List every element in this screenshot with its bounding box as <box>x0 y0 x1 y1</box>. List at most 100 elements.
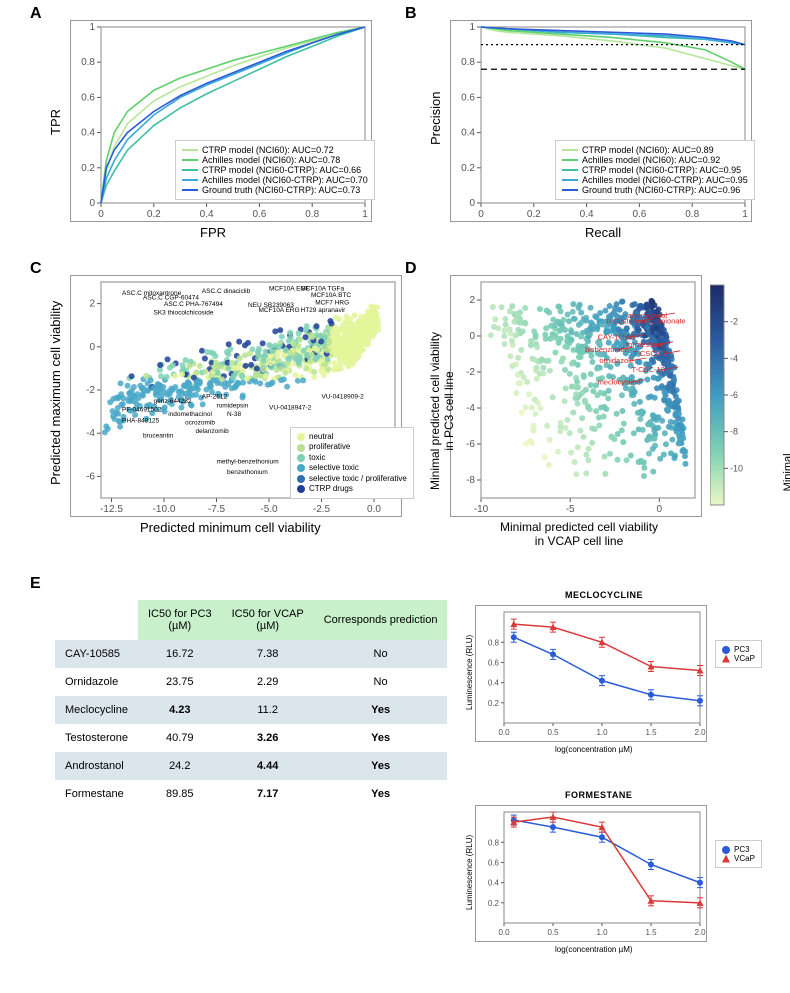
svg-text:0.4: 0.4 <box>200 209 214 220</box>
svg-text:0.6: 0.6 <box>252 209 266 220</box>
panel-b-label: B <box>405 5 417 23</box>
svg-text:2.0: 2.0 <box>694 928 706 937</box>
panel-d-cbar-label: Minimal predicted cell viabilityin non-p… <box>782 450 790 495</box>
svg-text:AP-2612: AP-2612 <box>202 394 228 401</box>
svg-text:N-38: N-38 <box>227 411 241 418</box>
svg-text:PF-04691502: PF-04691502 <box>122 407 162 414</box>
panel-d-xlabel: Minimal predicted cell viabilityin VCAP … <box>500 520 658 549</box>
svg-text:1.5: 1.5 <box>645 928 657 937</box>
svg-text:MCF10A BTC: MCF10A BTC <box>311 292 351 299</box>
svg-text:genz-644282: genz-644282 <box>154 398 192 405</box>
svg-text:romidepsin: romidepsin <box>217 402 249 409</box>
panel-a-xlabel: FPR <box>200 225 226 240</box>
svg-text:0.6: 0.6 <box>488 858 500 867</box>
svg-text:-4: -4 <box>86 428 95 439</box>
svg-text:0: 0 <box>478 209 484 220</box>
svg-text:-6: -6 <box>730 390 738 400</box>
svg-text:0.2: 0.2 <box>527 209 541 220</box>
figure-root: A 0 0.2 0.4 0.6 0.8 1 0 0.2 0.4 0.6 0.8 1 FPR TPR C… <box>0 0 790 993</box>
svg-text:0.0: 0.0 <box>498 928 510 937</box>
svg-text:-6: -6 <box>86 471 95 482</box>
svg-text:0: 0 <box>657 504 663 515</box>
svg-text:-12.5: -12.5 <box>100 504 123 515</box>
svg-text:0: 0 <box>89 342 95 353</box>
svg-text:1.5: 1.5 <box>645 728 657 737</box>
svg-text:0.8: 0.8 <box>305 209 319 220</box>
svg-text:SK3 thiocolchicoside: SK3 thiocolchicoside <box>154 309 214 316</box>
svg-text:-10: -10 <box>730 463 743 473</box>
svg-text:0.8: 0.8 <box>488 838 500 847</box>
svg-text:0: 0 <box>89 198 95 209</box>
svg-text:-8: -8 <box>730 427 738 437</box>
svg-text:0.6: 0.6 <box>632 209 646 220</box>
svg-text:0.4: 0.4 <box>580 209 594 220</box>
svg-text:0.4: 0.4 <box>461 128 475 139</box>
panel-e-label: E <box>30 575 41 593</box>
svg-text:0.8: 0.8 <box>488 638 500 647</box>
svg-text:-7.5: -7.5 <box>208 504 226 515</box>
svg-text:-10.0: -10.0 <box>153 504 176 515</box>
svg-text:0.2: 0.2 <box>81 163 95 174</box>
panel-b-ylabel: Precision <box>428 92 443 145</box>
svg-text:0.4: 0.4 <box>488 879 500 888</box>
svg-text:-2.5: -2.5 <box>313 504 331 515</box>
panel-c-ylabel: Predicted maximum cell viability <box>48 301 63 485</box>
svg-text:0.5: 0.5 <box>547 928 559 937</box>
svg-text:1: 1 <box>742 209 748 220</box>
panel-a-ylabel: TPR <box>48 109 63 135</box>
curve-2-plot: 0.0 0.5 1.0 1.5 2.0 0.2 0.4 0.6 0.8 <box>475 805 707 942</box>
svg-text:HT29 apranavir: HT29 apranavir <box>301 307 347 314</box>
svg-text:-2: -2 <box>86 385 95 396</box>
svg-text:-4: -4 <box>730 353 738 363</box>
curve-2-title: FORMESTANE <box>565 790 632 800</box>
svg-text:0.4: 0.4 <box>81 128 95 139</box>
svg-text:1.0: 1.0 <box>596 728 608 737</box>
curve-2-xlabel: log(concentration µM) <box>555 945 633 954</box>
svg-text:-8: -8 <box>466 475 475 486</box>
svg-text:0.6: 0.6 <box>81 92 95 103</box>
svg-text:0.2: 0.2 <box>461 163 475 174</box>
svg-text:indomethacinol: indomethacinol <box>168 411 212 418</box>
svg-text:MCF7 HRG: MCF7 HRG <box>315 300 349 307</box>
panel-a-label: A <box>30 5 42 23</box>
curve-2-legend: PC3VCaP <box>715 840 762 868</box>
svg-text:0.6: 0.6 <box>488 658 500 667</box>
svg-text:0.5: 0.5 <box>547 728 559 737</box>
svg-text:ASC.C PHA-767494: ASC.C PHA-767494 <box>164 301 223 308</box>
panel-c-xlabel: Predicted minimum cell viability <box>140 520 321 535</box>
svg-text:0.2: 0.2 <box>488 899 500 908</box>
panel-d-colorbar: -10-8-6-4-2 <box>710 275 765 515</box>
panel-c-label: C <box>30 260 42 278</box>
svg-text:0.2: 0.2 <box>488 699 500 708</box>
svg-text:ornidazole: ornidazole <box>599 356 634 365</box>
svg-text:T-CSC-18: T-CSC-18 <box>631 365 664 374</box>
curve-1-xlabel: log(concentration µM) <box>555 745 633 754</box>
svg-text:1.0: 1.0 <box>596 928 608 937</box>
svg-text:testosterone-propionate: testosterone-propionate <box>607 316 686 325</box>
svg-text:2: 2 <box>469 295 475 306</box>
svg-text:T-CSC-07: T-CSC-07 <box>633 349 666 358</box>
svg-text:0.6: 0.6 <box>461 92 475 103</box>
panel-b-xlabel: Recall <box>585 225 621 240</box>
svg-text:benzethonium: benzethonium <box>227 469 268 476</box>
svg-text:-10: -10 <box>474 504 489 515</box>
panel-d-label: D <box>405 260 417 278</box>
svg-text:1: 1 <box>362 209 368 220</box>
svg-text:bisbenzimide: bisbenzimide <box>585 345 629 354</box>
svg-text:-2: -2 <box>466 367 475 378</box>
svg-text:0.2: 0.2 <box>147 209 161 220</box>
svg-text:1: 1 <box>469 22 475 33</box>
curve-1-title: MECLOCYCLINE <box>565 590 643 600</box>
svg-text:-5.0: -5.0 <box>260 504 278 515</box>
svg-text:-5: -5 <box>566 504 575 515</box>
svg-text:bruceantin: bruceantin <box>143 433 174 440</box>
curve-2-ylabel: Luminescence (RLU) <box>465 835 474 910</box>
svg-text:VU-0418947-2: VU-0418947-2 <box>269 404 312 411</box>
svg-text:0.8: 0.8 <box>461 57 475 68</box>
panel-c-legend: neutralproliferativetoxicselective toxic… <box>290 427 414 499</box>
curve-1-legend: PC3VCaP <box>715 640 762 668</box>
panel-d-ylabel: Minimal predicted cell viabilityin PC3 c… <box>428 332 457 490</box>
svg-text:MCF10A ERG: MCF10A ERG <box>259 307 300 314</box>
svg-text:ocrozomib: ocrozomib <box>185 420 215 427</box>
svg-text:meclocycline: meclocycline <box>598 378 641 387</box>
